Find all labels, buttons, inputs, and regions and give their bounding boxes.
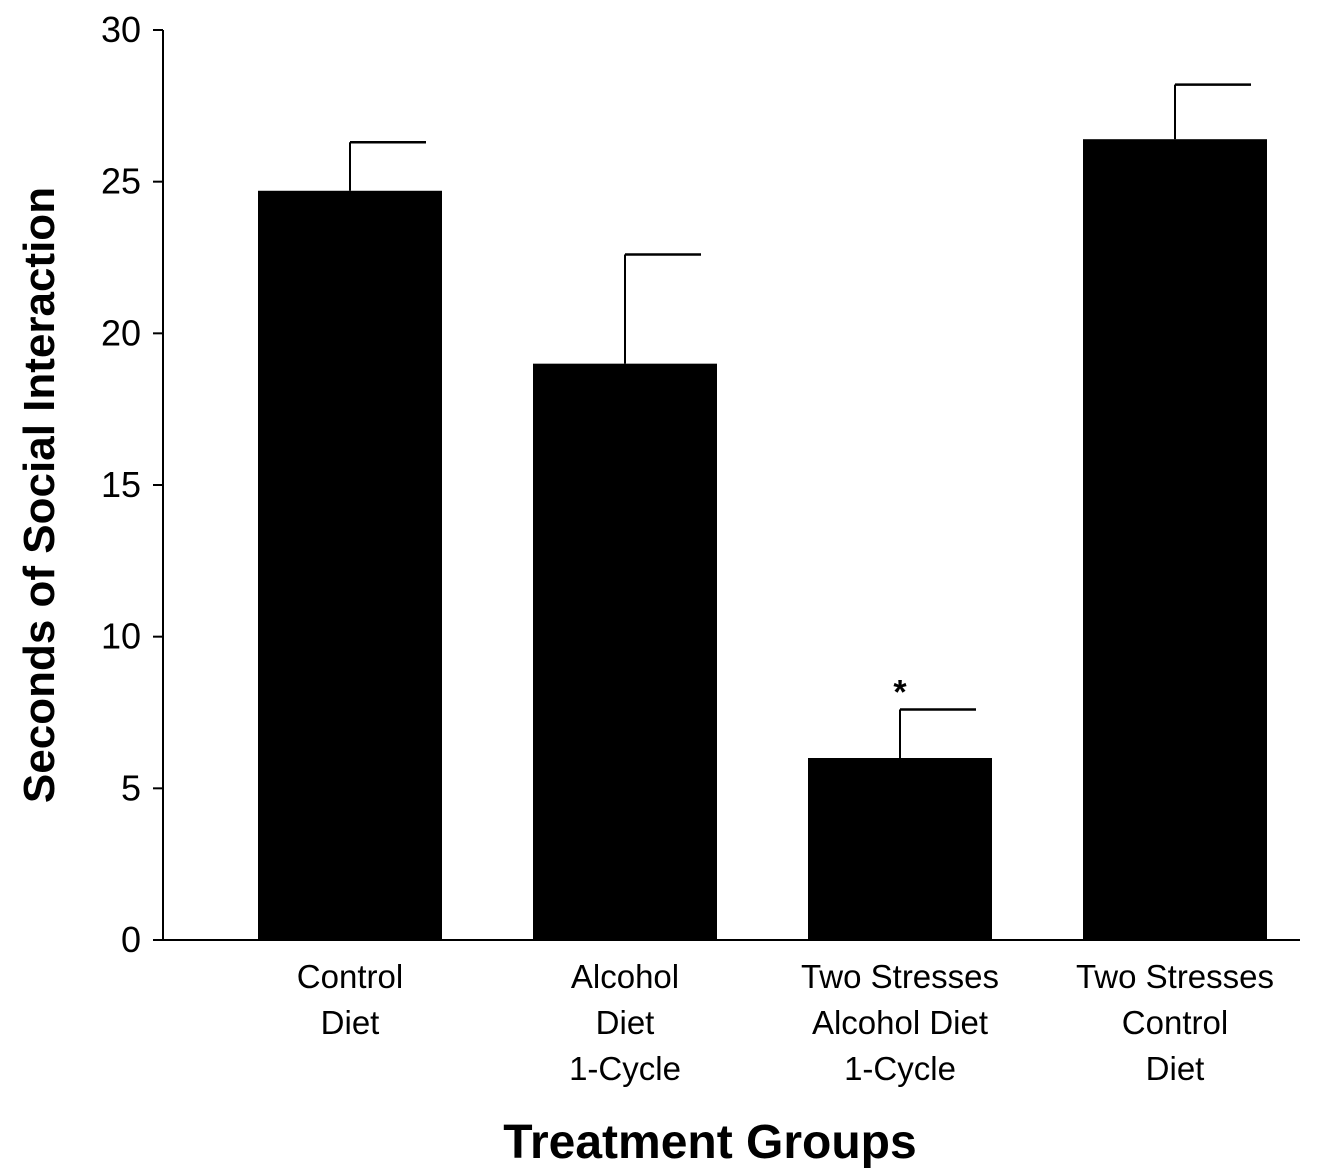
y-ticks: 0 5 10 15 20 25 30 (101, 9, 163, 960)
x-tick-label: Two Stresses Alcohol Diet 1-Cycle (801, 958, 999, 1087)
x-tick-label: Two Stresses Control Diet (1076, 958, 1274, 1087)
bar (1083, 139, 1267, 940)
bars (258, 139, 1267, 941)
bar (533, 363, 717, 941)
y-tick-label: 20 (101, 312, 141, 353)
category-labels: Control Diet Alcohol Diet 1-Cycle Two Stresse… (297, 958, 1274, 1087)
y-tick-label: 0 (121, 919, 141, 960)
annotations: * (893, 673, 907, 711)
y-axis-title: Seconds of Social Interaction (15, 187, 64, 803)
x-tick-label: Control Diet (297, 958, 403, 1041)
y-tick-label: 5 (121, 767, 141, 808)
y-tick-label: 30 (101, 9, 141, 50)
bar (808, 758, 992, 940)
x-axis-title: Treatment Groups (503, 1116, 916, 1169)
bar (258, 190, 442, 940)
y-tick-label: 25 (101, 161, 141, 202)
y-tick-label: 10 (101, 616, 141, 657)
error-bars (349, 83, 1251, 758)
y-tick-label: 15 (101, 464, 141, 505)
significance-marker: * (893, 673, 907, 711)
x-tick-label: Alcohol Diet 1-Cycle (569, 958, 681, 1087)
